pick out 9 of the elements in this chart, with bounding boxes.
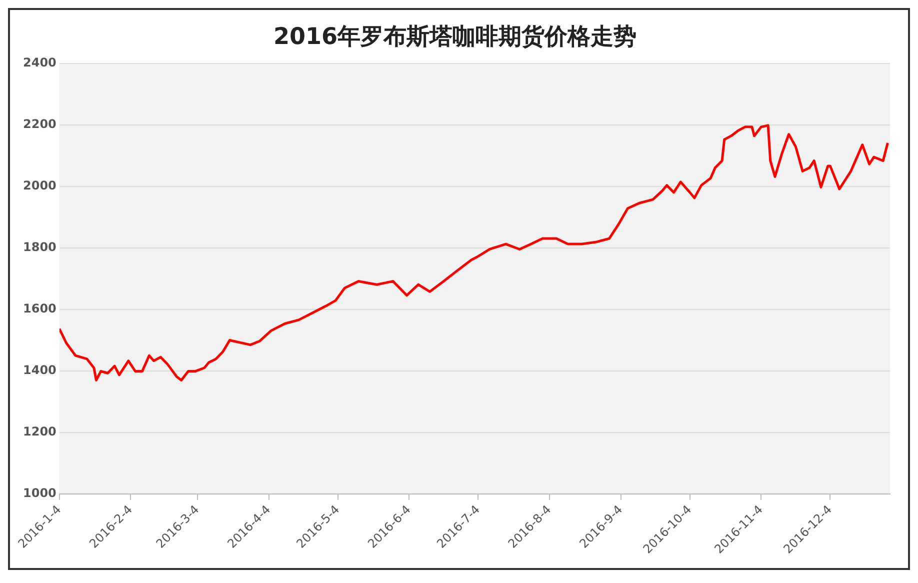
y-tick-label: 1600	[22, 302, 56, 316]
y-tick-label: 2400	[22, 56, 56, 70]
y-tick-label: 2000	[22, 178, 56, 193]
y-tick-label: 1000	[22, 486, 56, 500]
y-tick-label: 1800	[22, 240, 56, 254]
y-tick-label: 1400	[22, 363, 56, 378]
y-tick-label: 2200	[22, 117, 56, 132]
y-tick-label: 1200	[22, 424, 56, 439]
chart-title: 2016年罗布斯塔咖啡期货价格走势	[273, 24, 637, 50]
